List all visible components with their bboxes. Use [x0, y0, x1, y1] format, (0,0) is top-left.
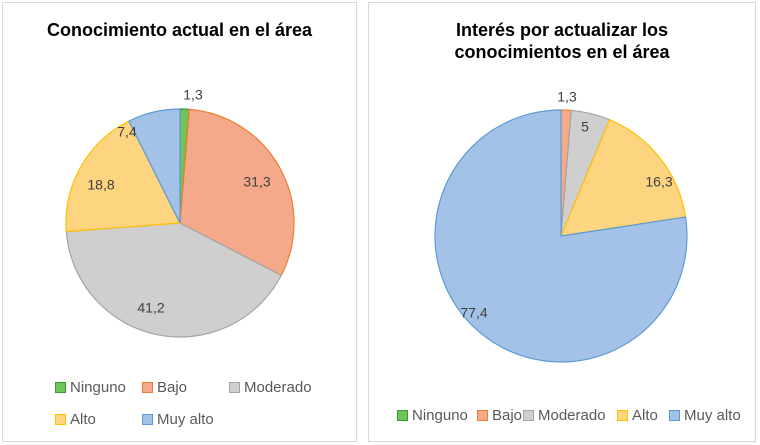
legend-label: Alto [632, 407, 658, 424]
data-label-moderado: 5 [581, 119, 589, 135]
legend-swatch [669, 410, 680, 421]
chart-panel-conocimiento: Conocimiento actual en el área 1,3 31,3 41… [2, 2, 357, 442]
data-label-ninguno: 1,3 [183, 87, 203, 103]
legend-swatch [523, 410, 534, 421]
pie-slice-muy-alto [434, 109, 688, 363]
pie-slice-muy-alto [128, 108, 181, 224]
data-label-moderado: 41,2 [137, 300, 164, 316]
legend-label: Moderado [538, 407, 606, 424]
data-label-alto: 18,8 [87, 177, 114, 193]
legend-item-bajo: Bajo [142, 379, 187, 396]
pie-slice-bajo [179, 108, 295, 277]
legend-label: Moderado [244, 379, 312, 396]
pie-slice-alto [560, 118, 687, 237]
chart-title: Interés por actualizar los conocimientos… [454, 20, 670, 62]
data-label-bajo: 1,3 [557, 89, 577, 105]
legend-item-muy-alto: Muy alto [669, 407, 741, 424]
legend-swatch [142, 414, 153, 425]
chart-panel-interes: Interés por actualizar los conocimientos… [368, 2, 756, 442]
data-label-alto: 16,3 [645, 174, 672, 190]
legend-item-moderado: Moderado [229, 379, 312, 396]
legend-item-alto: Alto [617, 407, 658, 424]
legend-item-ninguno: Ninguno [397, 407, 468, 424]
legend-label: Muy alto [684, 407, 741, 424]
data-label-muy-alto: 77,4 [460, 305, 487, 321]
pie-chart-conocimiento: 1,3 31,3 41,2 18,8 7,4 [65, 87, 295, 338]
legend-label: Bajo [492, 407, 523, 424]
legend-item-ninguno: Ninguno [55, 379, 126, 396]
legend-label: Bajo [157, 379, 188, 396]
legend-swatch [142, 382, 153, 393]
legend-item-muy-alto: Muy alto [142, 411, 214, 428]
legend-label: Ninguno [70, 379, 126, 396]
legend-label: Ninguno [412, 407, 468, 424]
legend-swatch [477, 410, 488, 421]
legend-item-bajo: Bajo [477, 407, 522, 424]
pie-slice-moderado [65, 222, 283, 338]
legend-label: Muy alto [157, 411, 214, 428]
legend-swatch [55, 382, 66, 393]
data-label-muy-alto: 7,4 [117, 124, 137, 140]
legend-label: Alto [70, 411, 96, 428]
legend-item-moderado: Moderado [523, 407, 606, 424]
pie-slice-alto [65, 120, 181, 233]
legend-swatch [397, 410, 408, 421]
legend-item-alto: Alto [55, 411, 96, 428]
pie-chart-interes: 1,35 16,3 77,4 [434, 89, 688, 363]
data-label-bajo: 31,3 [243, 174, 270, 190]
legend-swatch [229, 382, 240, 393]
legend-swatch [55, 414, 66, 425]
chart-title: Conocimiento actual en el área [46, 20, 313, 40]
legend-swatch [617, 410, 628, 421]
